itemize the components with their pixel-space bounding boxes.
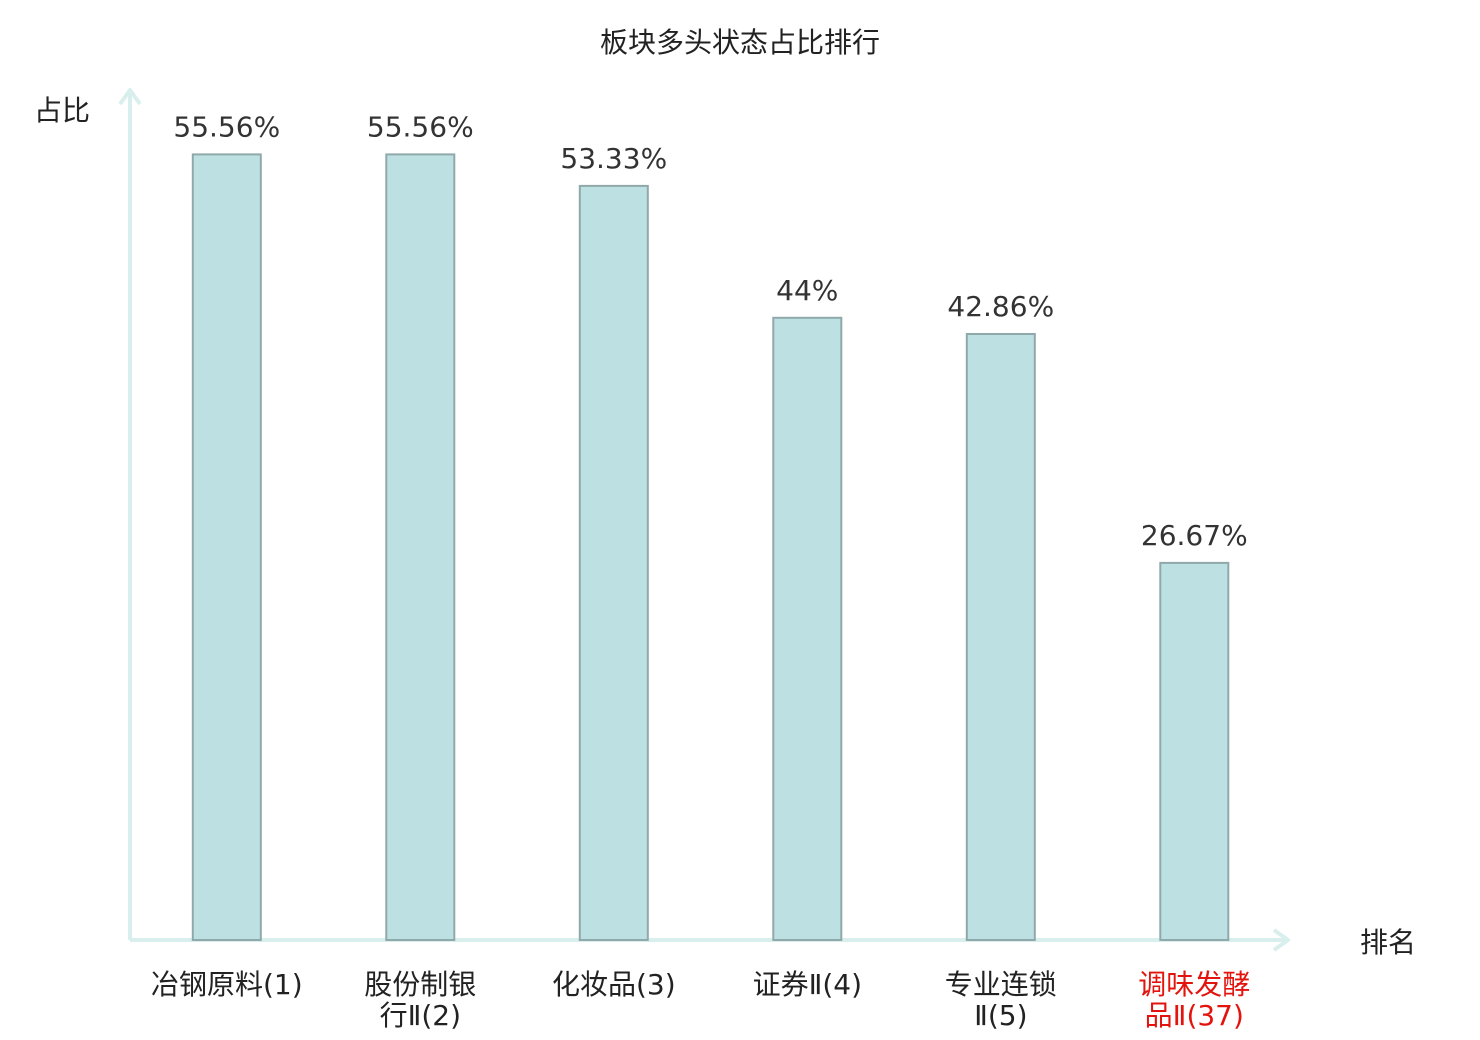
x-axis-arrow (1272, 928, 1290, 952)
bar (965, 333, 1036, 941)
category-label: 证券Ⅱ(4) (753, 968, 862, 1001)
category-label: 行Ⅱ(2) (380, 999, 461, 1032)
value-label: 42.86% (947, 290, 1054, 323)
bars (191, 153, 1230, 942)
category-label: 调味发酵 (1138, 968, 1250, 1001)
bar (385, 153, 456, 941)
value-label: 26.67% (1141, 519, 1248, 552)
value-label: 55.56% (173, 110, 280, 143)
category-label: 专业连锁 (945, 968, 1057, 1001)
value-label: 53.33% (560, 142, 667, 175)
bar (772, 316, 843, 941)
category-label: 冶钢原料(1) (151, 968, 303, 1001)
chart-title: 板块多头状态占比排行 (600, 26, 880, 59)
axes (118, 88, 1290, 952)
category-label: Ⅱ(5) (974, 999, 1027, 1032)
bar (578, 184, 649, 941)
category-label: 化妆品(3) (552, 968, 676, 1001)
x-axis-label: 排名 (1360, 926, 1416, 959)
y-axis-label: 占比 (34, 94, 90, 127)
category-label: 品Ⅱ(37) (1145, 999, 1244, 1032)
value-label: 44% (776, 274, 838, 307)
bar (191, 153, 262, 941)
category-label: 股份制银 (364, 968, 476, 1001)
value-labels: 55.56% 55.56% 53.33% 44% 42.86% 26.67% (173, 110, 1247, 552)
value-label: 55.56% (367, 110, 474, 143)
bar (1159, 561, 1230, 942)
y-axis-arrow (118, 88, 142, 106)
